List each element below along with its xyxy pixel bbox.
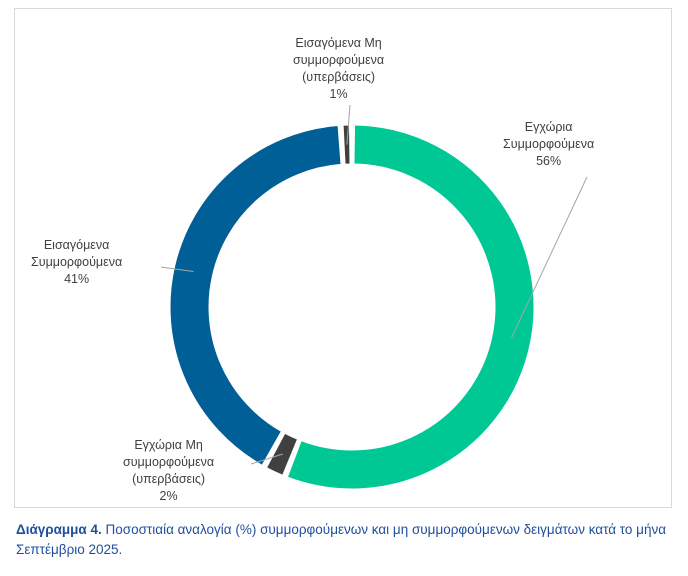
donut-slices bbox=[169, 124, 535, 490]
slice-label-imported-noncompliant: Εισαγόμενα Μη συμμορφούμενα (υπερβάσεις)… bbox=[293, 35, 384, 103]
caption-text: Ποσοστιαία αναλογία (%) συμμορφούμενων κ… bbox=[16, 522, 667, 557]
chart-frame: Εγχώρια Συμμορφούμενα 56% Εγχώρια Μη συμ… bbox=[14, 8, 672, 508]
donut-slice bbox=[342, 124, 351, 165]
slice-name-line: Συμμορφούμενα bbox=[503, 137, 595, 151]
slice-value: 1% bbox=[329, 87, 348, 101]
slice-name-line: (υπερβάσεις) bbox=[302, 70, 376, 84]
slice-name-line: συμμορφούμενα bbox=[293, 53, 385, 67]
figure-caption: Διάγραμμα 4. Ποσοστιαία αναλογία (%) συμ… bbox=[16, 520, 676, 560]
slice-label-domestic-noncompliant: Εγχώρια Μη συμμορφούμενα (υπερβάσεις) 2% bbox=[123, 437, 214, 505]
slice-name-line: Εγχώρια bbox=[524, 120, 573, 134]
leader-lines bbox=[160, 104, 588, 465]
slice-label-domestic-compliant: Εγχώρια Συμμορφούμενα 56% bbox=[503, 119, 594, 170]
donut-chart bbox=[160, 104, 588, 490]
slice-name-line: συμμορφούμενα bbox=[123, 455, 215, 469]
slice-value: 2% bbox=[159, 489, 178, 503]
leader-line bbox=[250, 453, 283, 465]
slice-name-line: Εισαγόμενα bbox=[43, 238, 110, 252]
slice-value: 41% bbox=[64, 272, 90, 286]
slice-name-line: (υπερβάσεις) bbox=[132, 472, 206, 486]
donut-slice bbox=[286, 124, 535, 490]
caption-label: Διάγραμμα 4. bbox=[16, 522, 102, 537]
leader-line bbox=[511, 176, 588, 338]
leader-line bbox=[160, 266, 194, 273]
slice-name-line: Εγχώρια Μη bbox=[134, 438, 203, 452]
donut-slice bbox=[169, 124, 342, 466]
slice-name-line: Εισαγόμενα Μη bbox=[295, 36, 382, 50]
slice-name-line: Συμμορφούμενα bbox=[31, 255, 123, 269]
slice-value: 56% bbox=[536, 154, 562, 168]
leader-line bbox=[346, 104, 351, 145]
slice-label-imported-compliant: Εισαγόμενα Συμμορφούμενα 41% bbox=[31, 237, 122, 288]
